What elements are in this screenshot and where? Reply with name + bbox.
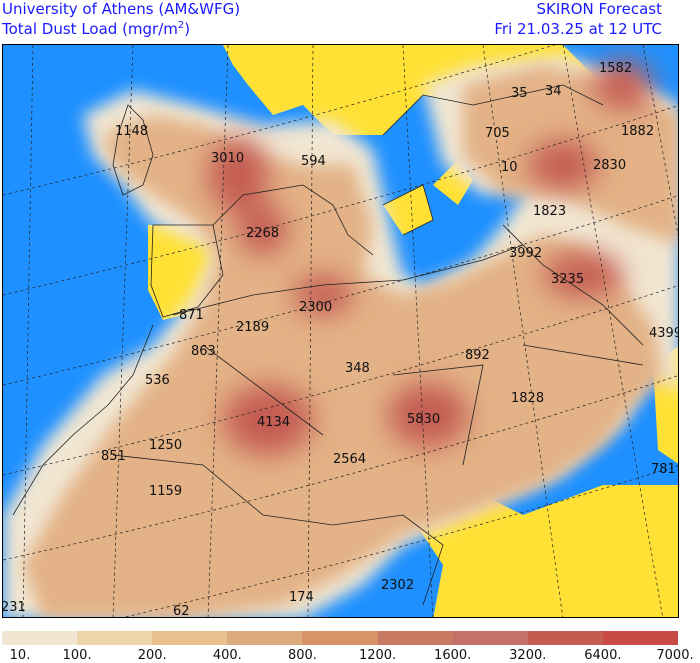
legend-level-label: 1600. <box>434 648 472 663</box>
map-value-label: 2830 <box>593 158 626 173</box>
product-title: Total Dust Load (mgr/m2) <box>2 20 190 38</box>
map-value-label: 892 <box>465 348 490 363</box>
color-legend <box>2 631 678 645</box>
coastlines <box>12 84 644 606</box>
legend-level-label: 7000. <box>656 648 694 663</box>
map-value-label: 5830 <box>407 412 440 427</box>
map-value-label: 863 <box>191 344 216 359</box>
map-value-label: 1823 <box>533 204 566 219</box>
map-value-label: 3992 <box>509 246 542 261</box>
legend-labels: 10. 100. 200. 400. 800. 1200. 1600. 3200. 6400. 7… <box>0 648 700 663</box>
map-value-label: 231 <box>3 600 26 615</box>
map-value-label: 1882 <box>621 124 654 139</box>
map-value-label: 1250 <box>149 438 182 453</box>
map-value-label: 1582 <box>599 61 632 76</box>
map-value-label: 3010 <box>211 151 244 166</box>
legend-swatch <box>302 631 378 645</box>
map-value-label: 781 <box>651 462 676 477</box>
map-value-label: 851 <box>101 449 126 464</box>
map-value-label: 4134 <box>257 415 290 430</box>
map-canvas: 1582 35 34 1882 1148 705 3010 594 2830 10 1823 2268… <box>3 45 679 618</box>
map-value-label: 705 <box>485 126 510 141</box>
value-labels: 1582 35 34 1882 1148 705 3010 594 2830 10 1823 2268… <box>3 61 679 618</box>
legend-swatch <box>377 631 453 645</box>
legend-level-label: 1200. <box>358 648 397 663</box>
legend-swatch <box>77 631 153 645</box>
legend-swatch <box>2 631 78 645</box>
legend-swatch <box>527 631 603 645</box>
map-value-label: 1148 <box>115 124 148 139</box>
map-value-label: 62 <box>173 604 190 618</box>
legend-level-label: 400. <box>212 648 242 663</box>
legend-level-label: 100. <box>62 648 92 663</box>
legend-level-label: 10. <box>9 648 31 663</box>
map-value-label: 1159 <box>149 484 182 499</box>
model-title: SKIRON Forecast <box>536 0 662 18</box>
map-value-label: 35 <box>511 86 528 101</box>
dust-map: 1582 35 34 1882 1148 705 3010 594 2830 10 1823 2268… <box>2 44 679 618</box>
legend-swatch <box>227 631 303 645</box>
map-value-label: 2268 <box>246 226 279 241</box>
product-label: Total Dust Load (mgr/m <box>2 20 178 38</box>
legend-swatch <box>602 631 678 645</box>
map-value-label: 594 <box>301 154 326 169</box>
map-value-label: 871 <box>179 308 204 323</box>
map-value-label: 3235 <box>551 272 584 287</box>
map-value-label: 4399 <box>649 326 679 341</box>
unit-exponent: 2 <box>177 20 185 31</box>
product-close: ) <box>184 20 191 38</box>
map-value-label: 1828 <box>511 391 544 406</box>
map-value-label: 348 <box>345 361 370 376</box>
map-value-label: 536 <box>145 373 170 388</box>
map-value-label: 2564 <box>333 452 366 467</box>
institution-title: University of Athens (AM&WFG) <box>2 0 241 18</box>
dust-heavy <box>208 60 653 455</box>
legend-swatch <box>452 631 528 645</box>
legend-level-label: 6400. <box>584 648 622 663</box>
map-value-label: 2300 <box>299 300 332 315</box>
legend-level-label: 3200. <box>509 648 547 663</box>
map-value-label: 34 <box>545 84 562 99</box>
map-value-label: 2189 <box>236 320 269 335</box>
legend-swatch <box>152 631 228 645</box>
map-value-label: 10 <box>501 160 518 175</box>
graticule <box>3 45 678 617</box>
valid-time: Fri 21.03.25 at 12 UTC <box>494 20 662 38</box>
map-value-label: 2302 <box>381 578 414 593</box>
legend-level-label: 800. <box>287 648 317 663</box>
map-value-label: 174 <box>289 590 314 605</box>
legend-level-label: 200. <box>137 648 167 663</box>
